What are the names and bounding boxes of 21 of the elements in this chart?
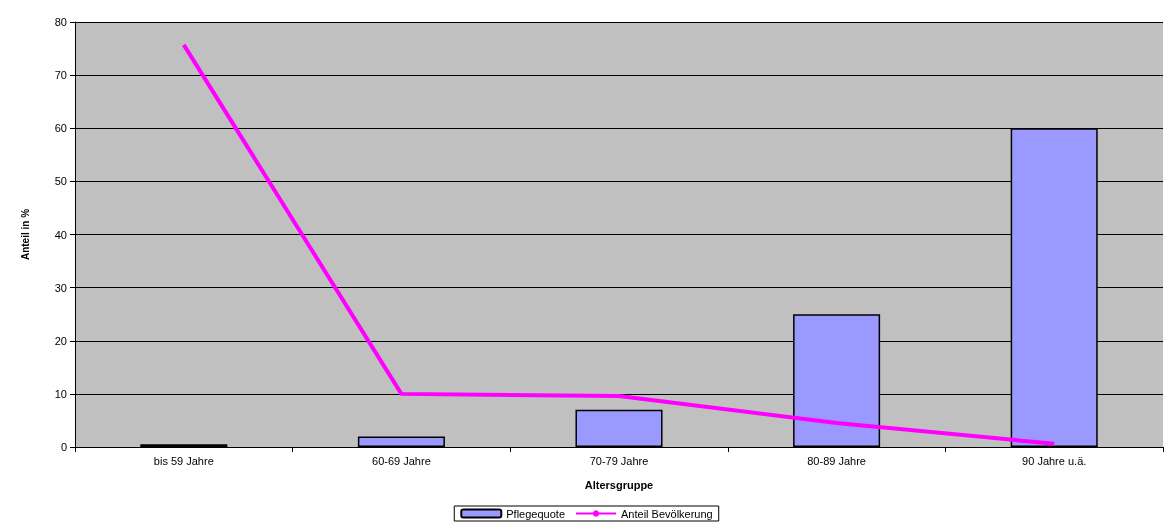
x-axis-title: Altersgruppe: [584, 478, 654, 491]
y-tick-label: 0: [60, 441, 67, 453]
bar: [357, 436, 445, 447]
y-tick-label: 70: [54, 69, 67, 82]
y-tick-label: 20: [54, 334, 67, 347]
y-tick-label: 30: [54, 281, 67, 294]
y-tick-label: 50: [54, 175, 67, 188]
y-tick-label: 80: [54, 16, 67, 28]
bar: [575, 409, 663, 447]
legend-label: Anteil Bevölkerung: [621, 507, 713, 520]
y-tick-label: 60: [54, 122, 67, 135]
x-tick-label: 90 Jahre u.ä.: [1022, 454, 1087, 467]
y-tick-label: 10: [54, 387, 67, 400]
x-tick-label: 80-89 Jahre: [807, 454, 866, 467]
y-tick-label: 40: [54, 228, 67, 241]
y-axis-title: Anteil in %: [19, 208, 31, 261]
line-series: [181, 42, 1057, 446]
x-tick-label: 60-69 Jahre: [372, 454, 431, 467]
legend-label: Pflegequote: [506, 507, 565, 520]
x-tick-label: bis 59 Jahre: [153, 454, 214, 467]
x-tick-label: 70-79 Jahre: [589, 454, 649, 467]
